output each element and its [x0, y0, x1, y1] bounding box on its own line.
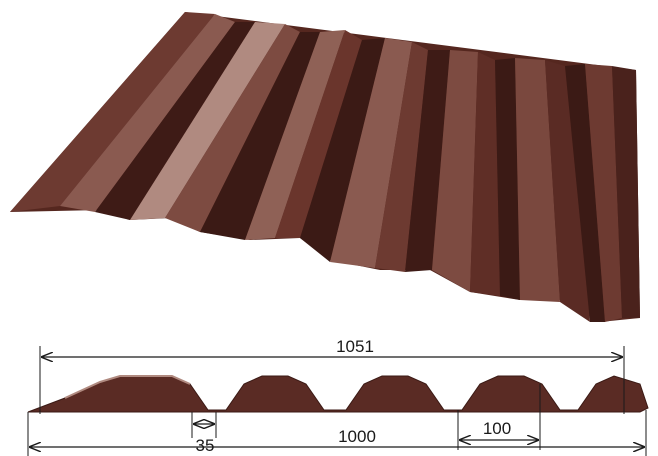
sheet-ribs [10, 12, 640, 322]
rib-1 [10, 12, 215, 212]
rib-1-face [60, 14, 235, 212]
rib-2-shadow [200, 32, 320, 240]
cross-section [27, 375, 649, 413]
dim-35-label: 35 [196, 436, 215, 455]
dim-1000-label: 1000 [338, 427, 376, 446]
rib-2-face [165, 24, 300, 232]
rib-5-face [470, 52, 500, 296]
rib-7 [585, 64, 622, 322]
rib-5 [432, 50, 478, 292]
rib-3-shadow [300, 38, 385, 262]
dim-100-label: 100 [483, 419, 511, 438]
dim-1051-label: 1051 [336, 337, 374, 356]
rib-4-face [375, 42, 428, 272]
rib-6-face [545, 60, 590, 322]
dimension-annotations: 1051 1000 100 35 [27, 337, 647, 456]
rib-4-shadow [405, 50, 450, 272]
rib-4 [330, 38, 412, 268]
rib-6 [515, 58, 560, 302]
rib-2 [130, 22, 285, 220]
rib-1-shadow [95, 22, 255, 220]
sheet-3d-view [10, 12, 640, 322]
rib-3-face [275, 30, 362, 238]
rib-6-shadow [565, 64, 605, 322]
profile-highlight [64, 375, 191, 399]
rib-7-edge [612, 66, 640, 318]
profile-shape [27, 375, 649, 413]
rib-3 [245, 30, 345, 240]
rib-5-shadow [495, 58, 520, 300]
